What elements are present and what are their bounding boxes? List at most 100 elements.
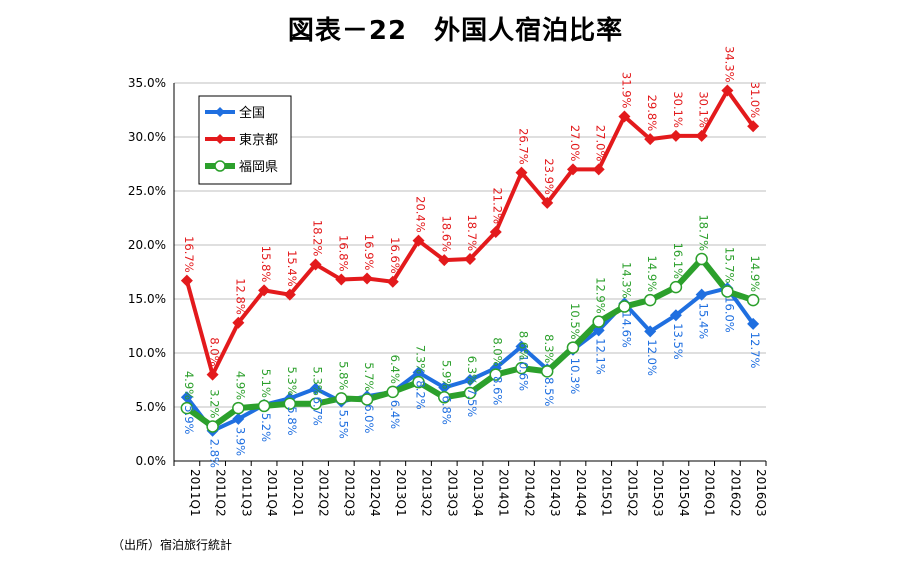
data-point xyxy=(489,368,502,381)
legend-marker xyxy=(214,160,226,172)
data-label: 6.4% xyxy=(388,355,402,384)
data-label: 12.9% xyxy=(594,277,608,314)
data-label: 10.3% xyxy=(568,358,582,395)
x-tick-label: 2011Q3 xyxy=(239,469,253,517)
data-label: 5.3% xyxy=(311,367,325,396)
x-tick-label: 2014Q3 xyxy=(548,469,562,517)
data-point xyxy=(386,275,399,288)
data-point xyxy=(180,274,193,287)
x-tick-label: 2011Q2 xyxy=(214,469,228,517)
data-point xyxy=(335,273,348,286)
data-point xyxy=(412,375,425,389)
data-point xyxy=(644,325,657,338)
data-point xyxy=(283,397,297,411)
data-point xyxy=(747,120,760,133)
axis-layer: 0.0% 5.0% 10.0% 15.0% 20.0% 25.0% 30.0% 35.0% 20… xyxy=(128,76,768,517)
data-label: 12.7% xyxy=(748,332,762,369)
data-label: 5.9% xyxy=(182,405,196,434)
x-tick-label: 2016Q1 xyxy=(703,469,717,517)
data-point xyxy=(232,412,245,425)
x-tick-label: 2016Q3 xyxy=(754,469,768,517)
data-label: 5.3% xyxy=(285,367,299,396)
data-point xyxy=(283,288,296,301)
data-point xyxy=(746,293,760,307)
data-label: 3.9% xyxy=(233,427,247,456)
data-label: 16.0% xyxy=(722,296,736,333)
y-tick-label: 35.0% xyxy=(128,76,166,90)
source-note: （出所）宿泊旅行統計 xyxy=(112,538,233,552)
x-tick-label: 2012Q3 xyxy=(342,469,356,517)
y-tick-label: 10.0% xyxy=(128,346,166,360)
x-tick-label: 2013Q2 xyxy=(420,469,434,517)
data-point xyxy=(232,401,245,415)
x-tick-label: 2013Q1 xyxy=(394,469,408,517)
data-point xyxy=(618,300,631,313)
data-point xyxy=(515,340,528,353)
legend-label: 東京都 xyxy=(239,132,278,148)
data-point xyxy=(489,226,502,239)
data-label: 15.7% xyxy=(722,247,736,284)
data-point xyxy=(592,324,605,337)
x-tick-label: 2015Q3 xyxy=(651,469,665,517)
x-tick-label: 2014Q1 xyxy=(497,469,511,517)
data-label: 34.3% xyxy=(722,46,736,83)
data-point xyxy=(206,368,219,381)
data-point xyxy=(438,381,451,394)
data-label: 18.7% xyxy=(465,214,479,251)
data-label: 18.7% xyxy=(697,214,711,251)
data-point xyxy=(669,280,683,294)
data-point xyxy=(695,129,708,142)
data-label: 8.0% xyxy=(491,337,505,366)
data-point xyxy=(721,84,734,97)
data-label-layer: 5.9% 2.8% 3.9% 5.2% 5.8% 6.7% 5.5% 6.0% 6.4% 8.2%… xyxy=(182,46,762,468)
data-point xyxy=(515,361,528,375)
x-tick-label: 2011Q4 xyxy=(265,469,279,517)
data-label: 15.4% xyxy=(697,303,711,340)
x-tick-label: 2016Q2 xyxy=(728,469,742,517)
data-point xyxy=(206,420,219,433)
x-tick-label: 2014Q2 xyxy=(522,469,536,517)
data-point xyxy=(540,365,554,378)
data-label: 5.8% xyxy=(285,406,299,435)
data-label: 7.5% xyxy=(465,388,479,417)
data-point xyxy=(258,284,271,297)
data-label: 10.6% xyxy=(516,355,530,392)
data-point xyxy=(643,293,657,307)
x-tick-label: 2012Q4 xyxy=(368,469,382,517)
data-label: 23.9% xyxy=(542,158,556,195)
data-label: 18.6% xyxy=(439,216,453,253)
data-label: 21.2% xyxy=(491,187,505,224)
data-point xyxy=(361,272,374,285)
y-tick-label: 30.0% xyxy=(128,130,166,144)
data-label: 5.8% xyxy=(336,361,350,390)
data-point xyxy=(180,391,193,404)
data-label: 8.5% xyxy=(542,377,556,406)
data-label: 6.0% xyxy=(362,404,376,433)
data-point xyxy=(386,385,400,399)
data-label: 15.4% xyxy=(285,250,299,287)
data-point xyxy=(695,288,708,301)
data-label: 5.2% xyxy=(259,413,273,442)
data-label: 10.5% xyxy=(568,303,582,340)
data-label: 20.4% xyxy=(414,196,428,233)
data-label: 5.1% xyxy=(259,369,273,398)
data-label: 31.0% xyxy=(748,82,762,119)
data-label: 14.3% xyxy=(619,262,633,299)
data-point xyxy=(257,399,271,413)
series-layer xyxy=(180,84,760,437)
x-tick-label: 2013Q4 xyxy=(471,469,485,517)
data-label: 6.8% xyxy=(439,396,453,425)
data-point xyxy=(669,309,682,322)
data-point xyxy=(747,317,760,330)
data-label: 26.7% xyxy=(516,128,530,165)
data-label: 14.9% xyxy=(645,256,659,293)
data-point xyxy=(309,397,322,411)
data-label: 16.7% xyxy=(182,236,196,273)
data-point xyxy=(360,393,374,406)
y-tick-label: 0.0% xyxy=(136,454,167,468)
data-label: 12.1% xyxy=(594,338,608,375)
data-point xyxy=(412,234,425,247)
legend-marker xyxy=(215,134,225,144)
